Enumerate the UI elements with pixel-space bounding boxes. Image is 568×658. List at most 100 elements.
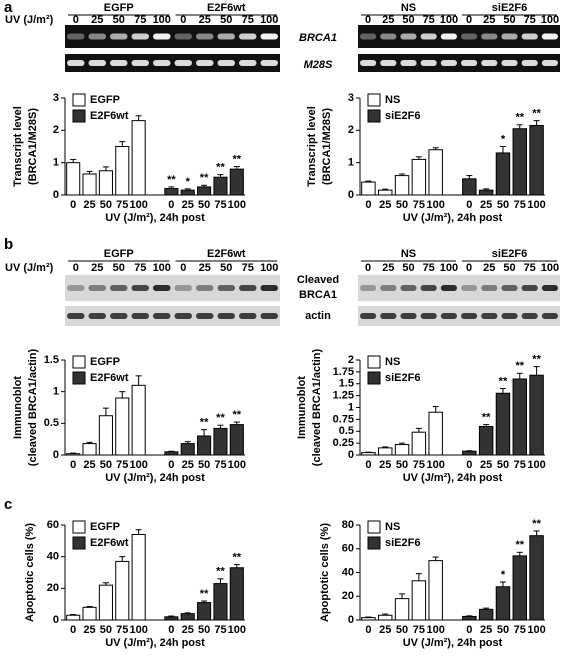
dose-label: 0	[365, 262, 371, 274]
legend-swatch	[72, 371, 86, 385]
bar	[378, 447, 393, 456]
bar	[197, 602, 212, 621]
x-tick-label: 100	[228, 624, 246, 636]
x-tick-label: 75	[514, 199, 526, 211]
band	[521, 33, 538, 40]
band	[88, 60, 106, 66]
y-tick-label: 0	[53, 614, 59, 626]
legend-swatch	[367, 520, 381, 534]
bar	[512, 128, 528, 196]
legend-swatch	[367, 109, 381, 123]
x-tick-label: 75	[214, 199, 226, 211]
x-tick-label: 75	[413, 624, 425, 636]
bar	[361, 181, 376, 196]
dose-label: 100	[440, 14, 458, 26]
band	[400, 60, 417, 66]
band	[521, 313, 538, 319]
significance: **	[216, 412, 225, 424]
dose-label: 25	[199, 14, 211, 26]
dose-label: 25	[483, 14, 495, 26]
x-tick-label: 50	[396, 624, 408, 636]
bar	[462, 615, 477, 621]
gel	[358, 54, 560, 72]
uv-label: UV (J/m²)	[5, 262, 54, 274]
x-axis-label: UV (J/m²), 24h post	[403, 212, 503, 224]
legend-swatch	[367, 371, 381, 385]
y-tick-label: 2	[348, 124, 354, 136]
legend-label: siE2F6	[385, 372, 420, 384]
dose-label: 0	[73, 262, 79, 274]
x-tick-label: 25	[83, 199, 95, 211]
band	[110, 60, 128, 66]
x-tick-label: 25	[182, 199, 194, 211]
significance: **	[532, 354, 541, 366]
x-tick-label: 50	[198, 459, 210, 471]
x-tick-label: 50	[396, 199, 408, 211]
significance: **	[515, 360, 524, 372]
dose-label: 75	[134, 14, 146, 26]
significance: **	[200, 172, 209, 184]
y-axis-label: (cleaved BRCA1/actin)	[27, 348, 39, 466]
bar	[115, 560, 130, 621]
bar	[512, 378, 528, 456]
band	[461, 33, 478, 40]
y-axis-label: Immunoblot	[296, 376, 308, 439]
band	[217, 33, 235, 40]
bar	[394, 175, 410, 196]
band	[131, 60, 149, 66]
group-label: EGFP	[104, 2, 134, 14]
y-tick-label: 60	[47, 519, 59, 531]
group-label: NS	[401, 2, 416, 14]
x-tick-label: 25	[480, 199, 492, 211]
y-axis-label: Transcript level	[306, 106, 318, 187]
band	[380, 285, 397, 291]
band	[461, 285, 478, 291]
bar	[229, 168, 244, 196]
bar	[82, 173, 97, 196]
band	[174, 60, 192, 66]
legend-swatch	[72, 109, 86, 123]
x-axis-label: UV (J/m²), 24h post	[403, 472, 503, 484]
x-axis-label: UV (J/m²), 24h post	[403, 637, 503, 649]
dose-label: 75	[242, 14, 254, 26]
bar	[411, 158, 427, 196]
band	[400, 313, 417, 319]
bar	[512, 555, 528, 621]
y-axis-label: Immunoblot	[12, 376, 24, 439]
bar	[115, 146, 130, 196]
band-label: Cleaved	[297, 274, 339, 286]
band	[260, 33, 278, 40]
bar	[378, 614, 393, 621]
dose-label: 25	[483, 262, 495, 274]
band	[420, 33, 437, 40]
x-tick-label: 0	[70, 624, 76, 636]
band	[541, 285, 558, 291]
y-tick-label: 0.25	[333, 437, 354, 449]
dose-label: 50	[503, 14, 515, 26]
band	[481, 60, 498, 66]
x-tick-label: 75	[514, 624, 526, 636]
bar	[529, 124, 544, 196]
band	[196, 60, 214, 66]
y-tick-label: 0.5	[339, 425, 354, 437]
bar	[98, 170, 113, 196]
band	[153, 285, 171, 291]
band	[260, 285, 278, 291]
bar	[394, 444, 410, 456]
x-tick-label: 50	[497, 459, 509, 471]
band	[380, 313, 397, 319]
band-label: BRCA1	[299, 32, 337, 44]
bar	[394, 598, 410, 621]
band	[239, 60, 257, 66]
band	[501, 60, 518, 66]
band	[461, 60, 478, 66]
x-tick-label: 0	[365, 624, 371, 636]
dose-label: 25	[382, 262, 394, 274]
gel	[65, 306, 280, 326]
x-tick-label: 75	[214, 459, 226, 471]
legend-swatch	[72, 520, 86, 534]
dose-label: 25	[382, 14, 394, 26]
bar	[529, 535, 544, 621]
y-tick-label: 1.75	[333, 366, 354, 378]
band	[481, 285, 498, 291]
